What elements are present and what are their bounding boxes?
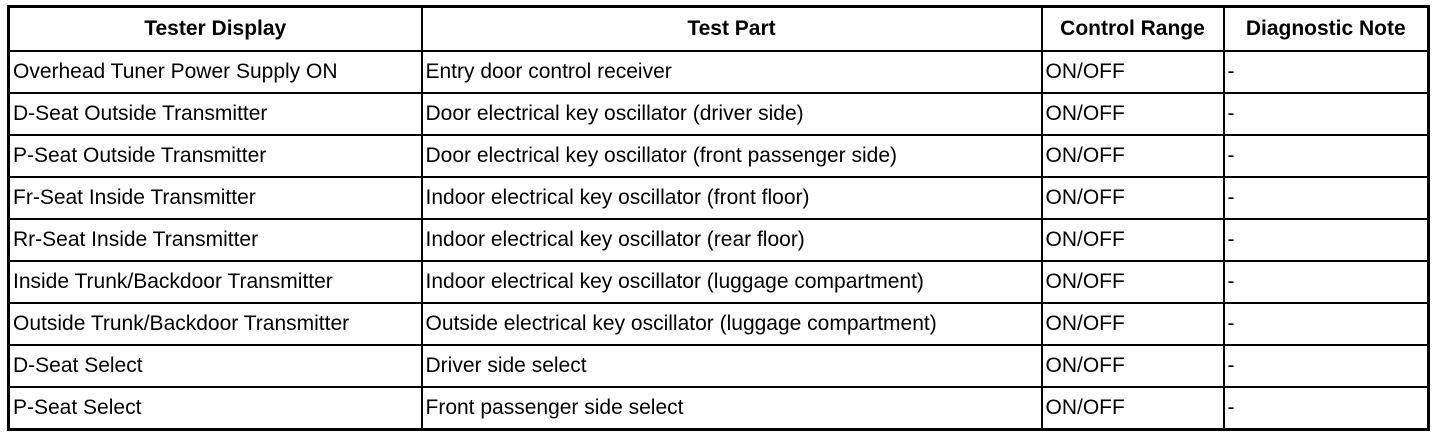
table-row: D-Seat Outside Transmitter Door electrica… [7,92,1430,136]
control-range-cell: ON/OFF [1040,134,1225,178]
control-range-cell: ON/OFF [1040,344,1225,388]
test-part-cell: Indoor electrical key oscillator (rear f… [420,218,1043,262]
tester-display-cell: Outside Trunk/Backdoor Transmitter [7,302,423,346]
control-range-cell: ON/OFF [1040,176,1225,220]
header-test-part: Test Part [420,5,1043,52]
diagnostic-note-cell: - [1222,218,1430,262]
tester-display-cell: P-Seat Select [7,386,423,431]
table-row: Fr-Seat Inside Transmitter Indoor electri… [7,176,1430,220]
control-range-cell: ON/OFF [1040,260,1225,304]
table-row: D-Seat Select Driver side select ON/OFF - [7,344,1430,388]
control-range-cell: ON/OFF [1040,50,1225,94]
test-part-cell: Driver side select [420,344,1043,388]
tester-display-cell: D-Seat Select [7,344,423,388]
test-part-cell: Indoor electrical key oscillator (front … [420,176,1043,220]
tester-display-cell: P-Seat Outside Transmitter [7,134,423,178]
tester-display-cell: Fr-Seat Inside Transmitter [7,176,423,220]
test-part-cell: Door electrical key oscillator (front pa… [420,134,1043,178]
header-control-range: Control Range [1040,5,1225,52]
diagnostic-note-cell: - [1222,344,1430,388]
table-row: Rr-Seat Inside Transmitter Indoor electri… [7,218,1430,262]
diagnostic-note-cell: - [1222,50,1430,94]
diagnostic-note-cell: - [1222,176,1430,220]
table-row: Overhead Tuner Power Supply ON Entry door… [7,50,1430,94]
table-row: Outside Trunk/Backdoor Transmitter Outsid… [7,302,1430,346]
table-row: Inside Trunk/Backdoor Transmitter Indoor … [7,260,1430,304]
test-part-cell: Front passenger side select [420,386,1043,431]
tester-display-cell: Rr-Seat Inside Transmitter [7,218,423,262]
control-range-cell: ON/OFF [1040,92,1225,136]
tester-display-cell: Inside Trunk/Backdoor Transmitter [7,260,423,304]
test-part-cell: Outside electrical key oscillator (lugga… [420,302,1043,346]
diagnostic-note-cell: - [1222,386,1430,431]
tester-display-cell: Overhead Tuner Power Supply ON [7,50,423,94]
table-row: P-Seat Select Front passenger side select… [7,386,1430,431]
diagnostic-note-cell: - [1222,260,1430,304]
diagnostic-note-cell: - [1222,302,1430,346]
control-range-cell: ON/OFF [1040,302,1225,346]
control-range-cell: ON/OFF [1040,386,1225,431]
data-table: Tester Display Test Part Control Range D… [7,5,1430,431]
table-row: P-Seat Outside Transmitter Door electrica… [7,134,1430,178]
control-range-cell: ON/OFF [1040,218,1225,262]
diagnostic-note-cell: - [1222,92,1430,136]
test-part-cell: Entry door control receiver [420,50,1043,94]
tester-display-cell: D-Seat Outside Transmitter [7,92,423,136]
header-tester-display: Tester Display [7,5,423,52]
test-part-cell: Indoor electrical key oscillator (luggag… [420,260,1043,304]
header-row: Tester Display Test Part Control Range D… [7,5,1430,52]
test-part-cell: Door electrical key oscillator (driver s… [420,92,1043,136]
header-diagnostic-note: Diagnostic Note [1222,5,1430,52]
diagnostic-note-cell: - [1222,134,1430,178]
